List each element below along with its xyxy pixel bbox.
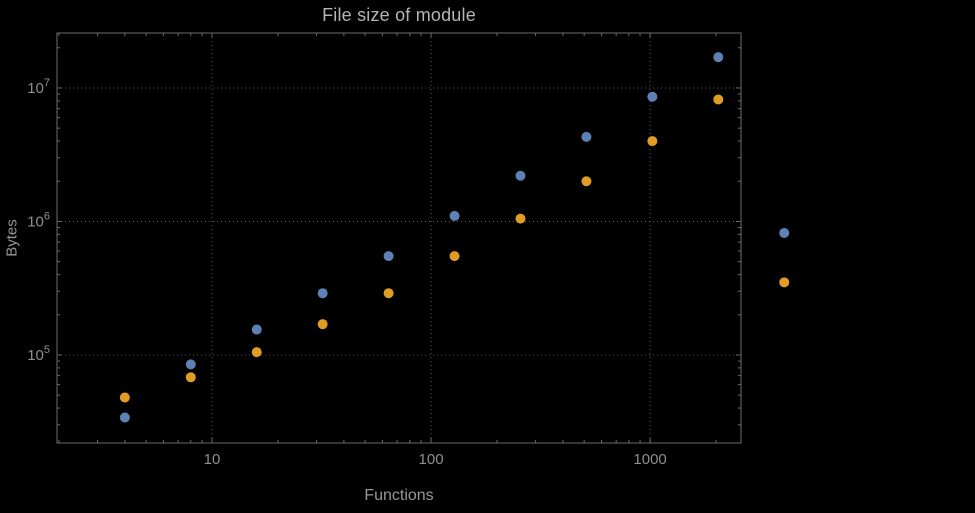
data-point-orange-series: [119, 392, 130, 403]
data-point-blue-series: [581, 131, 592, 142]
data-point-blue-series: [317, 288, 328, 299]
data-point-blue-series: [779, 227, 790, 238]
chart-title: File size of module: [322, 5, 476, 25]
data-point-blue-series: [449, 210, 460, 221]
data-point-orange-series: [515, 213, 526, 224]
data-point-blue-series: [185, 359, 196, 370]
data-point-orange-series: [383, 288, 394, 299]
y-tick-label: 105: [27, 344, 50, 364]
plot-frame: [56, 32, 742, 444]
data-point-orange-series: [317, 319, 328, 330]
data-point-blue-series: [119, 412, 130, 423]
x-axis-label: Functions: [364, 487, 434, 504]
y-tick-label: 107: [27, 77, 50, 97]
data-point-orange-series: [185, 372, 196, 383]
data-point-blue-series: [713, 52, 724, 63]
data-point-orange-series: [581, 176, 592, 187]
data-point-blue-series: [251, 324, 262, 335]
x-tick-label: 1000: [633, 451, 666, 468]
x-tick-label: 10: [204, 451, 221, 468]
data-point-orange-series: [779, 277, 790, 288]
x-tick-label: 100: [419, 451, 444, 468]
data-point-orange-series: [449, 251, 460, 262]
data-point-blue-series: [647, 91, 658, 102]
data-point-orange-series: [647, 136, 658, 147]
y-tick-label: 106: [27, 210, 50, 230]
data-point-orange-series: [713, 94, 724, 105]
data-point-orange-series: [251, 347, 262, 358]
data-point-blue-series: [515, 170, 526, 181]
data-point-blue-series: [383, 251, 394, 262]
